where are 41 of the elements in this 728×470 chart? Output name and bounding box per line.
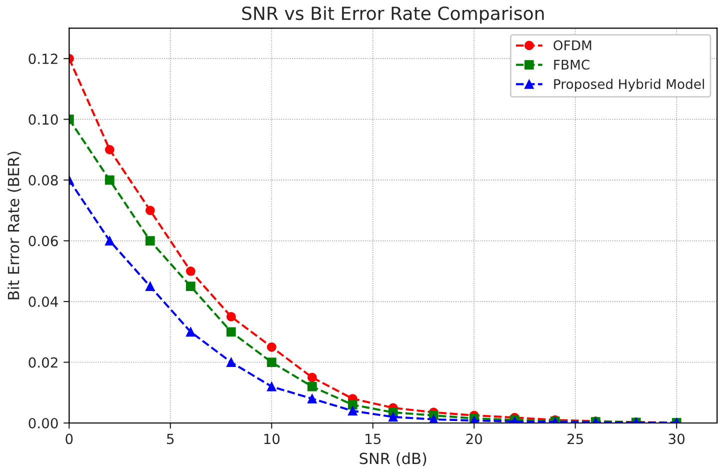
- y-axis-title: Bit Error Rate (BER): [7, 152, 22, 300]
- x-tick-label: 10: [264, 434, 280, 444]
- point: [266, 342, 276, 352]
- y-tick-label: 0.02: [28, 357, 58, 368]
- x-tick-label: 0: [66, 434, 73, 444]
- point: [307, 394, 317, 404]
- y-tick-label: 0.04: [28, 296, 58, 307]
- point: [145, 236, 155, 246]
- point: [186, 266, 196, 276]
- point: [307, 382, 317, 392]
- point: [348, 400, 358, 410]
- x-tick-label: 15: [366, 434, 380, 444]
- point: [226, 358, 236, 367]
- point: [104, 175, 114, 185]
- point: [145, 282, 155, 292]
- x-tick-label: 5: [167, 434, 174, 444]
- point: [266, 382, 276, 392]
- legend-label: FBMC: [554, 60, 590, 70]
- y-tick-label: 0.08: [28, 175, 58, 186]
- y-tick-label: 0.12: [28, 54, 58, 64]
- point: [186, 327, 196, 337]
- point: [226, 327, 236, 337]
- chart-title: SNR vs Bit Error Rate Comparison: [242, 6, 544, 24]
- x-tick-label: 20: [466, 434, 482, 444]
- legend-label: Proposed Hybrid Model: [554, 78, 704, 92]
- point: [266, 358, 276, 367]
- point: [388, 412, 398, 422]
- point: [307, 372, 317, 382]
- y-tick-label: 0.06: [28, 236, 58, 246]
- point: [145, 206, 155, 216]
- x-tick-label: 30: [668, 434, 684, 444]
- legend-label: OFDM: [554, 40, 592, 50]
- y-tick-label: 0.00: [28, 418, 58, 428]
- point: [348, 406, 358, 416]
- point: [104, 144, 114, 154]
- y-tick-label: 0.10: [28, 114, 58, 125]
- x-axis-title: SNR (dB): [360, 452, 426, 466]
- point: [104, 236, 114, 246]
- point: [186, 282, 196, 292]
- x-tick-label: 25: [568, 434, 583, 444]
- point: [226, 312, 236, 322]
